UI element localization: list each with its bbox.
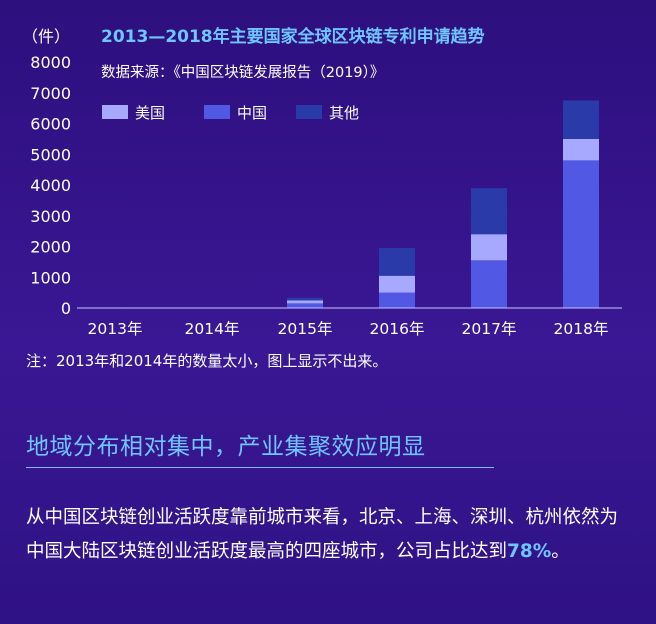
bar-segment [471,234,507,261]
y-tick-label: 4000 [30,176,71,195]
bar-segment [471,188,507,235]
bar-segment [563,100,599,139]
bar-segment [379,275,415,293]
x-tick-label: 2017年 [462,320,517,338]
bar-segment [563,160,599,308]
bar-segment [287,297,323,301]
body-paragraph: 从中国区块链创业活跃度靠前城市来看，北京、上海、深圳、杭州依然为中国大陆区块链创… [26,501,636,569]
paragraph-highlight: 78% [507,541,552,562]
legend-label-us: 美国 [135,104,165,122]
legend-swatch-us [102,105,128,119]
y-tick-label: 6000 [30,115,71,134]
y-tick-label: 8000 [30,53,71,72]
y-tick-label: 1000 [30,268,71,287]
x-tick-label: 2013年 [88,320,143,338]
bar-segment [563,138,599,161]
y-tick-label: 0 [61,299,71,318]
bars [287,100,599,308]
legend-label-china: 中国 [237,104,267,122]
bar-segment [287,300,323,304]
heading-underline [26,467,494,468]
chart-title: 2013—2018年主要国家全球区块链专利申请趋势 [101,26,485,47]
x-tick-label: 2015年 [278,320,333,338]
bar-segment [379,292,415,308]
x-axis-ticks: 2013年 2014年 2015年 2016年 2017年 2018年 [88,320,609,338]
legend-label-other: 其他 [329,104,359,122]
paragraph-text: 从中国区块链创业活跃度靠前城市来看，北京、上海、深圳、杭州依然为中国大陆区块链创… [26,507,619,562]
legend: 美国 中国 其他 [102,104,359,122]
y-tick-label: 5000 [30,145,71,164]
x-tick-label: 2016年 [370,320,425,338]
patent-trend-chart: （件） 2013—2018年主要国家全球区块链专利申请趋势 数据来源：《中国区块… [22,26,622,338]
y-tick-label: 3000 [30,207,71,226]
x-tick-label: 2014年 [185,320,240,338]
x-tick-label: 2018年 [554,320,609,338]
legend-swatch-china [204,105,230,119]
section-heading: 地域分布相对集中，产业集聚效应明显 [26,434,426,460]
y-tick-label: 2000 [30,238,71,257]
bar-segment [379,248,415,276]
bar-segment [471,260,507,308]
legend-swatch-other [296,105,322,119]
y-tick-label: 7000 [30,84,71,103]
chart-subtitle: 数据来源：《中国区块链发展报告（2019）》 [101,64,384,81]
bar-segment [287,303,323,308]
y-axis-ticks: 0 1000 2000 3000 4000 5000 6000 7000 8000 [30,53,71,318]
chart-note: 注：2013年和2014年的数量太小，图上显示不出来。 [26,352,388,370]
y-axis-unit-label: （件） [22,27,70,46]
paragraph-end: 。 [551,541,570,562]
